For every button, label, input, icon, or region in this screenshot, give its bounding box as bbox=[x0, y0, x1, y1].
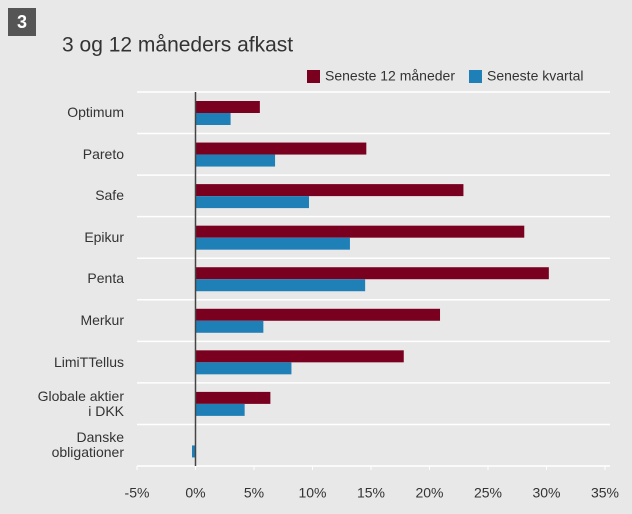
bar bbox=[195, 101, 260, 113]
bar bbox=[195, 237, 350, 250]
y-tick-label: Danske obligationer bbox=[20, 424, 124, 466]
x-tick-label: 35% bbox=[591, 485, 619, 501]
category-text: Safe bbox=[95, 187, 124, 204]
category-text: Merkur bbox=[80, 312, 124, 329]
x-tick-label: 10% bbox=[298, 485, 326, 501]
x-tick-label: 15% bbox=[357, 485, 385, 501]
x-tick-label: -5% bbox=[125, 485, 150, 501]
legend-swatch bbox=[307, 70, 320, 83]
y-tick-label: Globale aktier i DKK bbox=[20, 383, 124, 425]
legend-label: Seneste kvartal bbox=[487, 68, 584, 84]
bar bbox=[195, 362, 292, 375]
category-text: Optimum bbox=[67, 104, 124, 121]
y-tick-label: Pareto bbox=[20, 134, 124, 176]
x-tick-label: 25% bbox=[474, 485, 502, 501]
bar bbox=[195, 142, 367, 155]
x-tick-label: 5% bbox=[244, 485, 264, 501]
badge: 3 bbox=[17, 12, 27, 32]
category-text: Pareto bbox=[82, 145, 124, 162]
y-tick-label: Safe bbox=[20, 175, 124, 217]
badge-box bbox=[8, 8, 36, 36]
y-tick-label: Penta bbox=[20, 258, 124, 300]
bar bbox=[195, 154, 276, 167]
bar bbox=[195, 225, 525, 238]
bar bbox=[191, 445, 196, 458]
bar bbox=[195, 350, 404, 363]
category-text: Globale aktier i DKK bbox=[37, 387, 124, 419]
bar bbox=[195, 196, 309, 209]
legend-label: Seneste 12 måneder bbox=[325, 68, 455, 84]
y-tick-label: Optimum bbox=[20, 92, 124, 134]
bar bbox=[195, 279, 366, 292]
y-tick-label: Merkur bbox=[20, 300, 124, 342]
category-text: Penta bbox=[87, 270, 124, 287]
bar bbox=[195, 391, 271, 404]
x-tick-label: 20% bbox=[415, 485, 443, 501]
y-tick-label: Epikur bbox=[20, 217, 124, 259]
bar bbox=[195, 184, 464, 197]
bar bbox=[195, 320, 264, 333]
chart-title: 3 og 12 måneders afkast bbox=[62, 34, 293, 57]
category-text: LimiTTellus bbox=[53, 353, 124, 370]
x-tick-label: 30% bbox=[532, 485, 560, 501]
bar bbox=[195, 403, 245, 416]
bar bbox=[195, 308, 441, 321]
category-text: Epikur bbox=[84, 228, 124, 245]
category-text: Danske obligationer bbox=[51, 429, 124, 461]
legend-swatch bbox=[468, 70, 482, 83]
x-tick-label: 0% bbox=[185, 485, 205, 501]
bar bbox=[195, 113, 231, 125]
y-tick-label: LimiTTellus bbox=[20, 341, 124, 383]
bar bbox=[195, 267, 549, 280]
